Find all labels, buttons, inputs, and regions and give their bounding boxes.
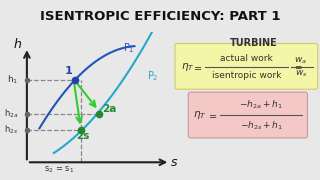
Text: h$_1$: h$_1$	[7, 73, 18, 86]
Text: h$_{2a}$: h$_{2a}$	[4, 107, 18, 120]
Text: 2s: 2s	[76, 131, 89, 141]
Text: $-h_{2s}+h_1$: $-h_{2s}+h_1$	[240, 119, 283, 132]
Text: 1: 1	[64, 66, 72, 76]
Text: $\eta_T$: $\eta_T$	[193, 109, 206, 121]
Text: 2a: 2a	[102, 104, 116, 114]
Text: $w_a$: $w_a$	[294, 55, 307, 66]
Text: isentropic work: isentropic work	[212, 71, 281, 80]
Text: $=$: $=$	[192, 62, 203, 72]
Text: P$_1$: P$_1$	[123, 42, 135, 55]
Text: h$_{2s}$: h$_{2s}$	[4, 123, 18, 136]
Text: ISENTROPIC EFFICIENCY: PART 1: ISENTROPIC EFFICIENCY: PART 1	[40, 10, 280, 23]
Text: $=$: $=$	[293, 63, 303, 72]
Text: s: s	[171, 156, 177, 169]
Text: $w_s$: $w_s$	[295, 68, 307, 79]
FancyBboxPatch shape	[188, 92, 308, 138]
FancyBboxPatch shape	[175, 43, 318, 89]
Text: TURBINE: TURBINE	[230, 38, 278, 48]
Text: $-h_{2a}+h_1$: $-h_{2a}+h_1$	[239, 98, 283, 111]
Text: actual work: actual work	[220, 55, 273, 64]
Text: h: h	[14, 38, 22, 51]
Text: $\eta_T$: $\eta_T$	[181, 61, 194, 73]
Text: $=$: $=$	[207, 110, 218, 120]
Text: P$_2$: P$_2$	[147, 70, 158, 84]
Text: s$_2$ = s$_1$: s$_2$ = s$_1$	[44, 164, 74, 175]
